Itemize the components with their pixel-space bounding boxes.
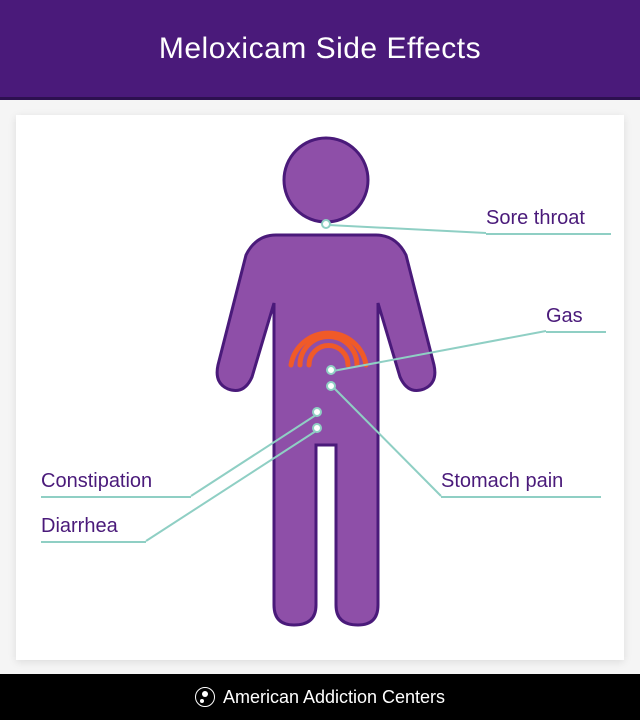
marker-stomach [326,381,336,391]
label-constipation: Constipation [41,470,152,493]
header-bar: Meloxicam Side Effects [0,0,640,100]
marker-throat [321,219,331,229]
label-diarrhea: Diarrhea [41,515,118,538]
marker-constipation [312,407,322,417]
label-stomach-pain: Stomach pain [441,470,563,493]
marker-diarrhea [312,423,322,433]
figure-area: Sore throat Gas Stomach pain Constipatio… [16,115,624,660]
marker-gas [326,365,336,375]
underline-constipation [41,496,191,498]
page-title: Meloxicam Side Effects [159,32,481,66]
label-sore-throat: Sore throat [486,207,585,230]
label-gas: Gas [546,305,583,328]
diagram-card: Sore throat Gas Stomach pain Constipatio… [16,115,624,660]
brand-logo-icon [195,687,215,707]
underline-sore-throat [486,233,611,235]
infographic-container: Meloxicam Side Effects [0,0,640,720]
underline-stomach-pain [441,496,601,498]
underline-gas [546,331,606,333]
footer-bar: American Addiction Centers [0,674,640,720]
footer-brand: American Addiction Centers [195,687,445,708]
underline-diarrhea [41,541,146,543]
footer-brand-text: American Addiction Centers [223,687,445,708]
